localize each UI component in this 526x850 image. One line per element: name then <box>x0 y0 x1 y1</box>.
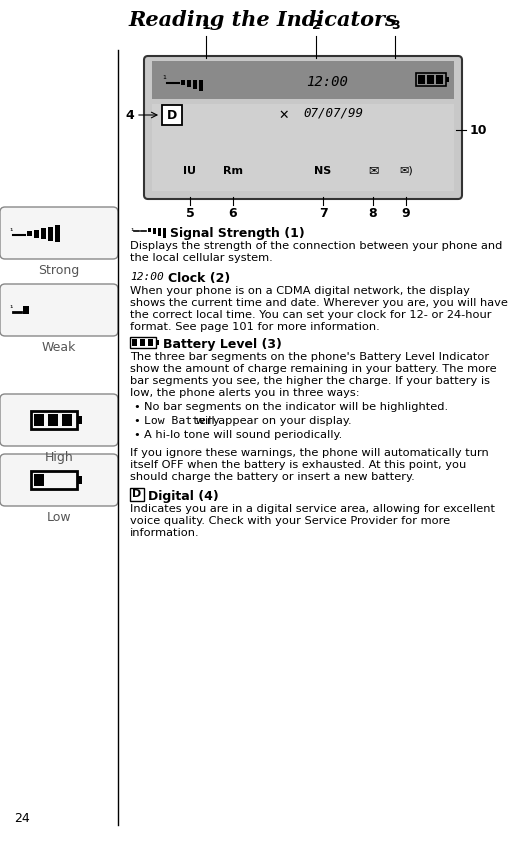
Text: bar segments you see, the higher the charge. If your battery is: bar segments you see, the higher the cha… <box>130 376 490 386</box>
Text: shows the current time and date. Wherever you are, you will have: shows the current time and date. Whereve… <box>130 298 508 308</box>
Bar <box>152 104 454 191</box>
Text: Low Battery: Low Battery <box>144 416 220 426</box>
Bar <box>55 225 60 242</box>
Text: Clock (2): Clock (2) <box>168 272 230 285</box>
FancyBboxPatch shape <box>144 56 462 199</box>
Bar <box>187 80 191 87</box>
Bar <box>34 414 44 426</box>
Text: 7: 7 <box>319 207 327 220</box>
Text: Rm: Rm <box>223 166 243 176</box>
Text: ✕: ✕ <box>278 109 288 122</box>
Text: ¹: ¹ <box>162 75 166 85</box>
Text: Signal Strength (1): Signal Strength (1) <box>170 227 305 240</box>
Bar <box>199 80 203 91</box>
Bar <box>153 228 156 234</box>
Bar <box>48 227 53 241</box>
Text: 1: 1 <box>201 19 210 32</box>
Text: D: D <box>133 489 141 499</box>
Bar <box>31 411 77 429</box>
Text: voice quality. Check with your Service Provider for more: voice quality. Check with your Service P… <box>130 516 450 526</box>
Bar <box>48 414 58 426</box>
Bar <box>27 231 32 236</box>
Text: the local cellular system.: the local cellular system. <box>130 253 273 263</box>
Text: low, the phone alerts you in three ways:: low, the phone alerts you in three ways: <box>130 388 360 398</box>
Bar <box>132 339 137 346</box>
Text: IU: IU <box>184 166 197 176</box>
Text: Low: Low <box>47 511 72 524</box>
Text: Indicates you are in a digital service area, allowing for excellent: Indicates you are in a digital service a… <box>130 504 495 514</box>
Bar <box>193 80 197 89</box>
Bar <box>162 105 182 125</box>
Text: ✉: ✉ <box>368 165 378 178</box>
Text: 3: 3 <box>391 19 399 32</box>
Bar <box>181 80 185 85</box>
Bar <box>436 75 443 84</box>
FancyBboxPatch shape <box>0 284 118 336</box>
FancyBboxPatch shape <box>0 394 118 446</box>
Bar <box>163 228 166 238</box>
Text: No bar segments on the indicator will be highlighted.: No bar segments on the indicator will be… <box>144 402 448 412</box>
Text: information.: information. <box>130 528 200 538</box>
Text: will appear on your display.: will appear on your display. <box>192 416 351 426</box>
Bar <box>158 228 161 236</box>
Text: 24: 24 <box>14 812 30 824</box>
Text: Reading the Indicators: Reading the Indicators <box>129 10 397 30</box>
Bar <box>416 73 446 86</box>
Text: 07/07/99: 07/07/99 <box>303 106 363 120</box>
Text: •: • <box>133 402 140 412</box>
Text: The three bar segments on the phone's Battery Level Indicator: The three bar segments on the phone's Ba… <box>130 352 489 362</box>
Text: 12:00: 12:00 <box>130 272 164 282</box>
FancyBboxPatch shape <box>0 454 118 506</box>
Text: itself OFF when the battery is exhausted. At this point, you: itself OFF when the battery is exhausted… <box>130 460 466 470</box>
Bar <box>34 474 44 486</box>
Text: D: D <box>167 109 177 122</box>
Text: Digital (4): Digital (4) <box>148 490 219 503</box>
Bar <box>446 77 449 82</box>
Bar <box>130 488 144 501</box>
Bar <box>31 471 77 489</box>
Bar <box>156 340 159 345</box>
Text: ¹: ¹ <box>9 303 13 313</box>
Bar <box>148 339 153 346</box>
Text: A hi-lo tone will sound periodically.: A hi-lo tone will sound periodically. <box>144 430 342 440</box>
Bar <box>152 61 454 99</box>
Text: should charge the battery or insert a new battery.: should charge the battery or insert a ne… <box>130 472 414 482</box>
Text: Battery Level (3): Battery Level (3) <box>163 338 282 351</box>
Text: ¹: ¹ <box>9 226 13 235</box>
Bar <box>77 476 82 484</box>
Bar <box>41 228 46 239</box>
Bar <box>77 416 82 424</box>
Text: High: High <box>45 451 73 464</box>
Text: ✉): ✉) <box>399 165 413 175</box>
Text: 10: 10 <box>470 123 488 137</box>
Text: When your phone is on a CDMA digital network, the display: When your phone is on a CDMA digital net… <box>130 286 470 296</box>
Text: 9: 9 <box>402 207 410 220</box>
Bar <box>34 230 39 238</box>
Text: show the amount of charge remaining in your battery. The more: show the amount of charge remaining in y… <box>130 364 497 374</box>
Text: Strong: Strong <box>38 264 79 277</box>
Bar <box>418 75 425 84</box>
Text: Displays the strength of the connection between your phone and: Displays the strength of the connection … <box>130 241 502 251</box>
Text: the correct local time. You can set your clock for 12- or 24-hour: the correct local time. You can set your… <box>130 310 491 320</box>
Text: NS: NS <box>315 166 331 176</box>
Bar <box>148 228 151 232</box>
Text: 12:00: 12:00 <box>306 75 348 89</box>
Text: 8: 8 <box>369 207 377 220</box>
Text: format. See page 101 for more information.: format. See page 101 for more informatio… <box>130 322 380 332</box>
Bar <box>140 339 145 346</box>
Text: •: • <box>133 416 140 426</box>
Bar <box>130 337 156 348</box>
FancyBboxPatch shape <box>0 207 118 259</box>
Text: Weak: Weak <box>42 341 76 354</box>
Text: 2: 2 <box>311 19 320 32</box>
Text: If you ignore these warnings, the phone will automatically turn: If you ignore these warnings, the phone … <box>130 448 489 458</box>
Bar <box>427 75 434 84</box>
Bar <box>23 306 29 314</box>
Text: •: • <box>133 430 140 440</box>
Text: 5: 5 <box>186 207 195 220</box>
Text: 6: 6 <box>229 207 237 220</box>
Bar <box>62 414 72 426</box>
Text: ¹: ¹ <box>130 227 134 236</box>
Text: 4: 4 <box>125 109 134 122</box>
